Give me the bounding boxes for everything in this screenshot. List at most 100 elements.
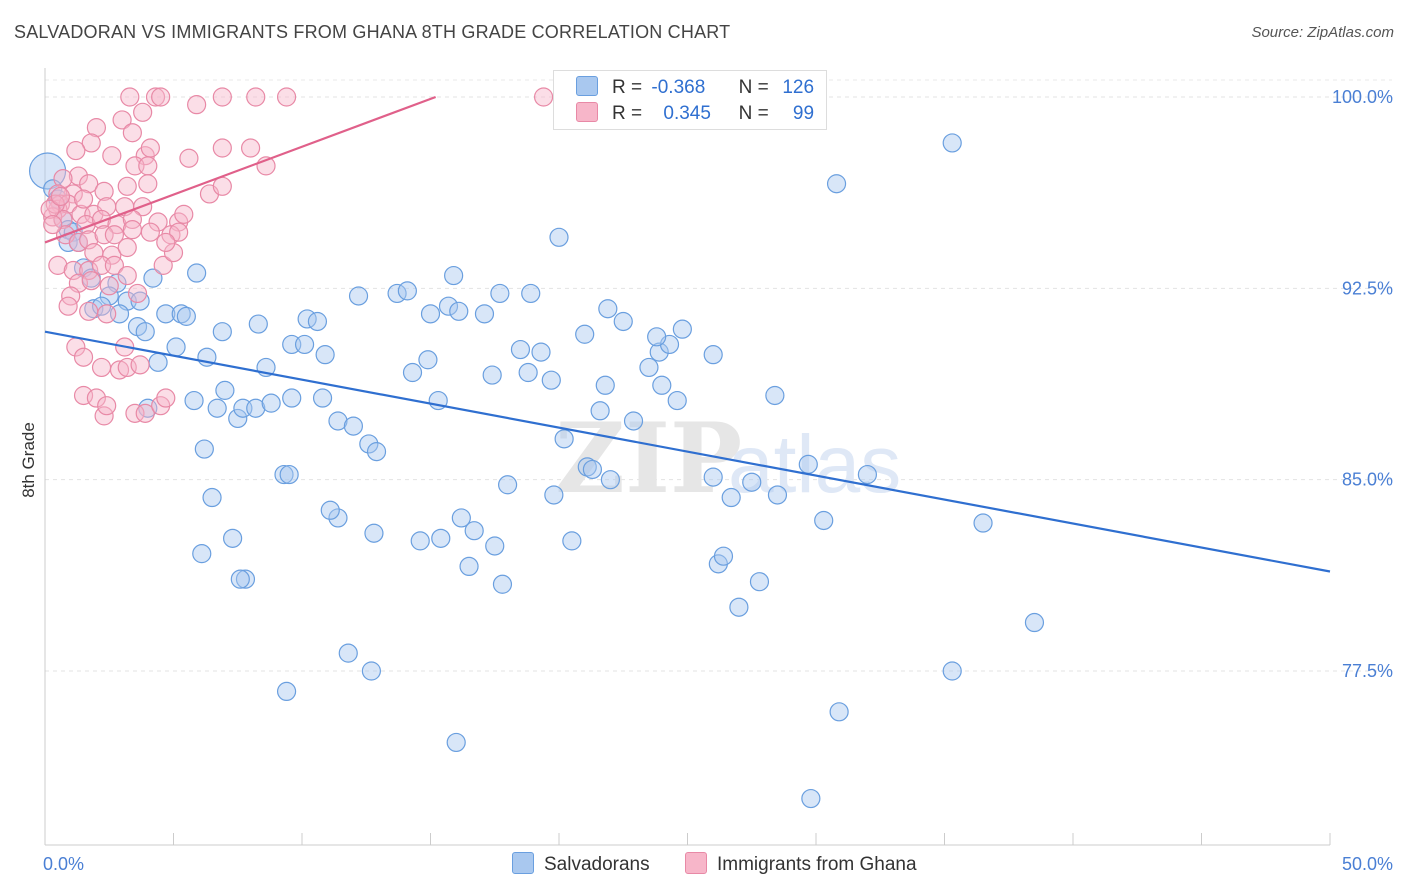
salvadoran-point: [942, 133, 962, 153]
legend-swatch-blue: [512, 852, 534, 874]
salvadoran-point: [207, 398, 227, 418]
legend-r-label: R =: [612, 77, 643, 98]
ghana-point: [163, 243, 184, 263]
salvadoran-point: [713, 546, 734, 566]
ghana-point: [97, 304, 117, 324]
ghana-point: [99, 276, 119, 296]
salvadoran-point: [451, 508, 471, 528]
ghana-point: [151, 87, 171, 107]
ghana-point: [156, 232, 176, 253]
salvadoran-point: [320, 500, 340, 520]
salvadoran-point: [575, 324, 595, 344]
salvadoran-point: [703, 345, 723, 365]
salvadoran-point: [135, 322, 155, 342]
salvadoran-point: [942, 661, 962, 681]
ghana-point: [102, 146, 122, 166]
salvadoran-point: [212, 322, 232, 342]
salvadoran-point: [742, 472, 762, 492]
salvadoran-point: [223, 528, 243, 548]
ghana-point: [117, 237, 137, 258]
salvadoran-point: [166, 337, 186, 357]
salvadoran-point: [366, 442, 387, 462]
stats-legend: R = -0.368 N = 126 R = 0.345 N = 99: [553, 70, 827, 130]
salvadoran-point: [274, 464, 294, 485]
salvadoran-point: [192, 544, 212, 564]
salvadoran-point: [228, 408, 248, 429]
ghana-point: [187, 95, 207, 115]
salvadoran-point: [729, 597, 749, 617]
ghana-point: [127, 283, 148, 304]
legend-swatch-blue: [576, 76, 598, 96]
salvadoran-point: [600, 470, 621, 490]
salvadoran-point: [359, 434, 379, 454]
legend-r-value: 0.345: [663, 103, 711, 124]
salvadoran-point: [544, 485, 564, 505]
salvadoran-point: [282, 388, 302, 408]
salvadoran-point: [521, 283, 541, 304]
salvadoran-point: [623, 411, 644, 431]
x-tick-label: 50.0%: [1342, 854, 1393, 874]
tick-labels: 77.5% 85.0% 92.5% 100.0% 0.0% 50.0%: [43, 87, 1393, 874]
salvadoran-point: [518, 362, 538, 383]
salvadoran-point: [482, 365, 502, 385]
salvadoran-point: [801, 788, 821, 809]
ghana-point: [276, 87, 297, 107]
salvadoran-point: [276, 681, 297, 702]
salvadoran-point: [464, 521, 484, 541]
trend-lines: [44, 95, 1331, 573]
ghana-point: [120, 87, 140, 107]
y-tick-label: 77.5%: [1342, 661, 1393, 681]
salvadoran-point: [549, 227, 569, 247]
salvadoran-point: [246, 398, 266, 418]
ghana-point: [63, 260, 83, 281]
salvadoran-point: [248, 314, 268, 334]
salvadoran-point: [765, 385, 785, 406]
ghana-point: [153, 255, 173, 275]
salvadoran-point: [348, 286, 369, 306]
ghana-point: [104, 225, 124, 245]
ghana-point: [94, 225, 114, 245]
ghana-point: [91, 357, 112, 378]
salvadoran-point: [261, 393, 281, 413]
x-tick-label: 0.0%: [43, 854, 84, 874]
ghana-point: [79, 301, 99, 321]
salvadoran-point: [598, 299, 618, 319]
salvadoran-point: [577, 457, 597, 477]
legend-row-salvadorans: R = -0.368 N = 126: [576, 76, 814, 100]
ghana-point: [68, 166, 89, 186]
legend-n-value: 126: [782, 77, 815, 98]
salvadoran-point: [541, 370, 561, 390]
salvadoran-point: [328, 508, 348, 528]
ghana-point: [241, 138, 261, 158]
salvadoran-point: [767, 485, 788, 505]
salvadoran-point: [652, 375, 672, 395]
ghana-point: [130, 355, 150, 375]
salvadoran-point: [798, 454, 818, 474]
salvadoran-point: [667, 390, 687, 411]
salvadoran-point: [312, 388, 333, 408]
salvadoran-point: [826, 174, 847, 194]
salvadorans-points: [28, 133, 1045, 809]
ghana-point: [117, 265, 137, 286]
y-tick-label: 85.0%: [1342, 470, 1393, 490]
salvadoran-point: [498, 475, 518, 495]
salvadoran-point: [130, 291, 150, 311]
legend-r-label: R =: [612, 103, 643, 124]
legend-label-salvadorans: Salvadorans: [544, 854, 650, 875]
salvadoran-point: [338, 643, 358, 663]
salvadoran-point: [749, 572, 770, 592]
salvadoran-point: [459, 556, 479, 577]
y-tick-label: 100.0%: [1332, 87, 1393, 107]
ghana-point: [97, 396, 117, 416]
salvadoran-point: [215, 380, 235, 400]
ghana-point: [53, 209, 73, 230]
salvadoran-point: [613, 311, 633, 332]
legend-ghana: Immigrants from Ghana: [685, 852, 917, 876]
legend-n-label: N =: [738, 103, 769, 124]
salvadoran-point: [279, 464, 299, 485]
ghana-point: [50, 186, 71, 207]
ghana-point: [140, 222, 160, 242]
salvadoran-point: [343, 416, 363, 436]
legend-n-value: 99: [792, 103, 815, 124]
ghana-point: [43, 214, 63, 235]
